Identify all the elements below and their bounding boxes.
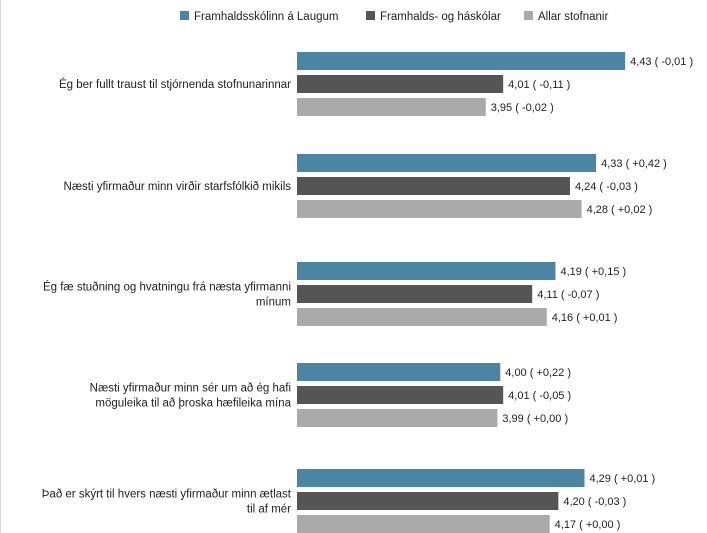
legend-swatch-1 (180, 11, 189, 20)
data-label-4-1: 4,00 ( +0,22 ) (505, 367, 571, 379)
category-label-1: Ég ber fullt traust til stjórnenda stofn… (59, 78, 291, 91)
data-label-5-1: 4,29 ( +0,01 ) (589, 473, 655, 485)
bar-5-2 (297, 492, 559, 510)
legend-swatch-2 (366, 11, 375, 20)
legend-label-2: Framhalds- og háskólar (380, 11, 501, 23)
data-label-1-1: 4,43 ( -0,01 ) (630, 56, 693, 68)
data-label-5-3: 4,17 ( +0,00 ) (555, 519, 621, 531)
bar-2-1 (297, 154, 597, 172)
bar-4-3 (297, 409, 498, 427)
category-label-2: Næsti yfirmaður minn virðir starfsfólkið… (64, 181, 292, 193)
category-label-4-line-1: Næsti yfirmaður minn sér um að ég hafi (90, 383, 291, 395)
data-label-2-2: 4,24 ( -0,03 ) (575, 181, 638, 193)
data-label-3-1: 4,19 ( +0,15 ) (560, 266, 626, 278)
left-border-line (0, 0, 1, 533)
category-label-4-line-2: möguleika til að þroska hæfileika mína (95, 398, 291, 410)
legend-swatch-3 (524, 11, 533, 20)
bar-1-2 (297, 75, 504, 93)
category-label-3-line-1: Ég fæ stuðning og hvatningu frá næsta yf… (43, 281, 291, 294)
bar-5-1 (297, 469, 585, 487)
bar-3-3 (297, 308, 547, 326)
category-label-3-line-2: mínum (256, 297, 291, 309)
data-label-3-2: 4,11 ( -0,07 ) (537, 289, 599, 301)
data-label-2-1: 4,33 ( +0,42 ) (601, 158, 667, 170)
data-label-5-2: 4,20 ( -0,03 ) (563, 496, 626, 508)
bar-2-2 (297, 177, 570, 195)
bar-4-1 (297, 363, 501, 381)
bar-2-3 (297, 200, 582, 218)
category-label-5-line-1: Það er skýrt til hvers næsti yfirmaður m… (42, 489, 292, 501)
data-label-2-3: 4,28 ( +0,02 ) (587, 204, 653, 216)
legend-label-1: Framhaldsskólinn á Laugum (194, 11, 338, 23)
bar-1-3 (297, 98, 486, 116)
data-label-1-2: 4,01 ( -0,11 ) (508, 79, 570, 91)
bar-3-2 (297, 285, 533, 303)
data-label-4-3: 3,99 ( +0,00 ) (502, 413, 568, 425)
data-label-4-2: 4,01 ( -0,05 ) (508, 390, 571, 402)
bar-4-2 (297, 386, 504, 404)
category-label-5-line-2: til af mér (247, 504, 291, 516)
data-label-3-3: 4,16 ( +0,01 ) (552, 312, 618, 324)
bar-5-3 (297, 515, 550, 533)
bar-3-1 (297, 262, 556, 280)
legend-label-3: Allar stofnanir (538, 11, 608, 23)
bar-1-1 (297, 52, 626, 70)
data-label-1-3: 3,95 ( -0,02 ) (491, 102, 554, 114)
